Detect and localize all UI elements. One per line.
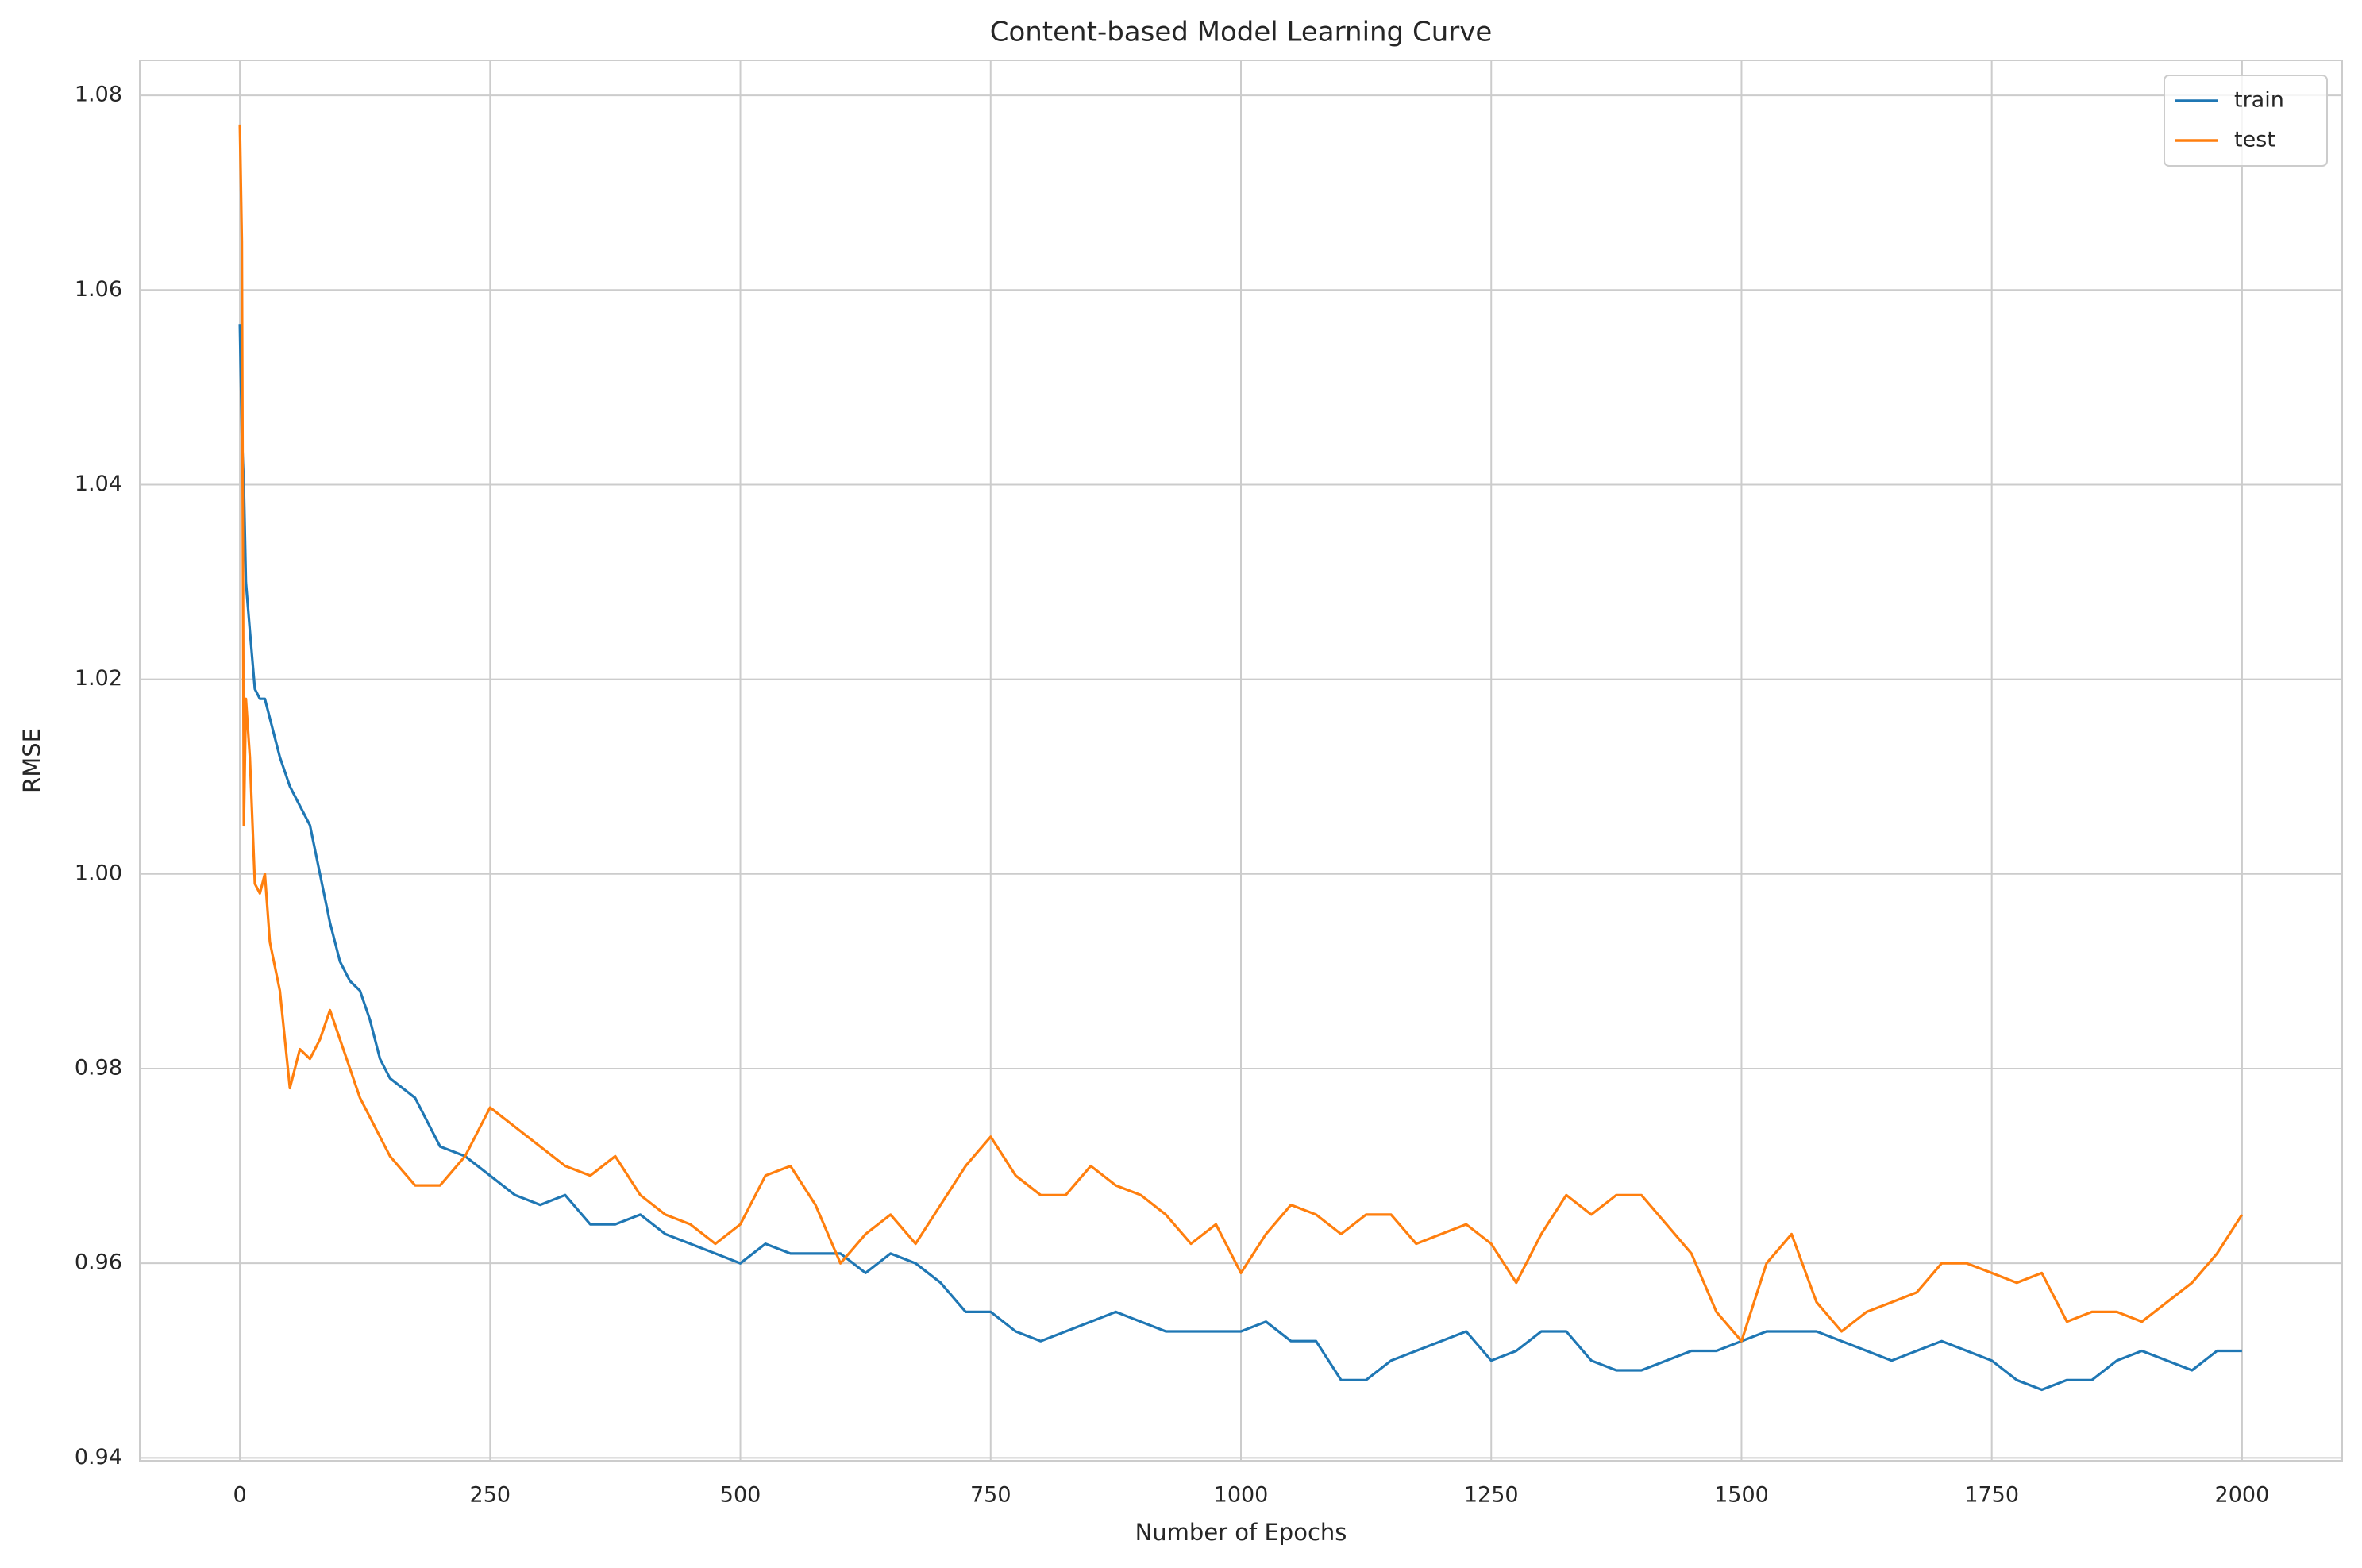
x-tick-label: 0 — [233, 1483, 246, 1508]
y-axis-label: RMSE — [18, 728, 45, 793]
legend-label: train — [2234, 88, 2284, 113]
y-tick-label: 0.96 — [75, 1250, 122, 1275]
x-tick-label: 1750 — [1964, 1483, 2019, 1508]
y-tick-label: 1.02 — [75, 666, 122, 691]
legend-label: test — [2234, 128, 2275, 152]
x-axis-label: Number of Epochs — [1135, 1519, 1347, 1546]
series-line — [238, 324, 2242, 1392]
legend: train test — [2164, 75, 2328, 167]
chart-title: Content-based Model Learning Curve — [990, 17, 1493, 48]
x-tick-label: 250 — [470, 1483, 511, 1508]
legend-box — [2164, 75, 2328, 167]
y-tick-label: 1.06 — [75, 277, 122, 302]
x-tick-label: 1250 — [1464, 1483, 1519, 1508]
x-tick-label: 1500 — [1714, 1483, 1769, 1508]
x-tick-label: 500 — [720, 1483, 761, 1508]
y-tick-label: 0.98 — [75, 1055, 122, 1080]
y-tick-label: 0.94 — [75, 1445, 122, 1470]
y-tick-label: 1.08 — [75, 83, 122, 107]
x-tick-label: 1000 — [1214, 1483, 1269, 1508]
plot-frame — [139, 60, 2343, 1462]
y-tick-label: 1.00 — [75, 861, 122, 885]
x-tick-label: 2000 — [2215, 1483, 2270, 1508]
y-tick-label: 1.04 — [75, 472, 122, 496]
series-line — [238, 124, 2244, 1343]
x-tick-label: 750 — [970, 1483, 1011, 1508]
